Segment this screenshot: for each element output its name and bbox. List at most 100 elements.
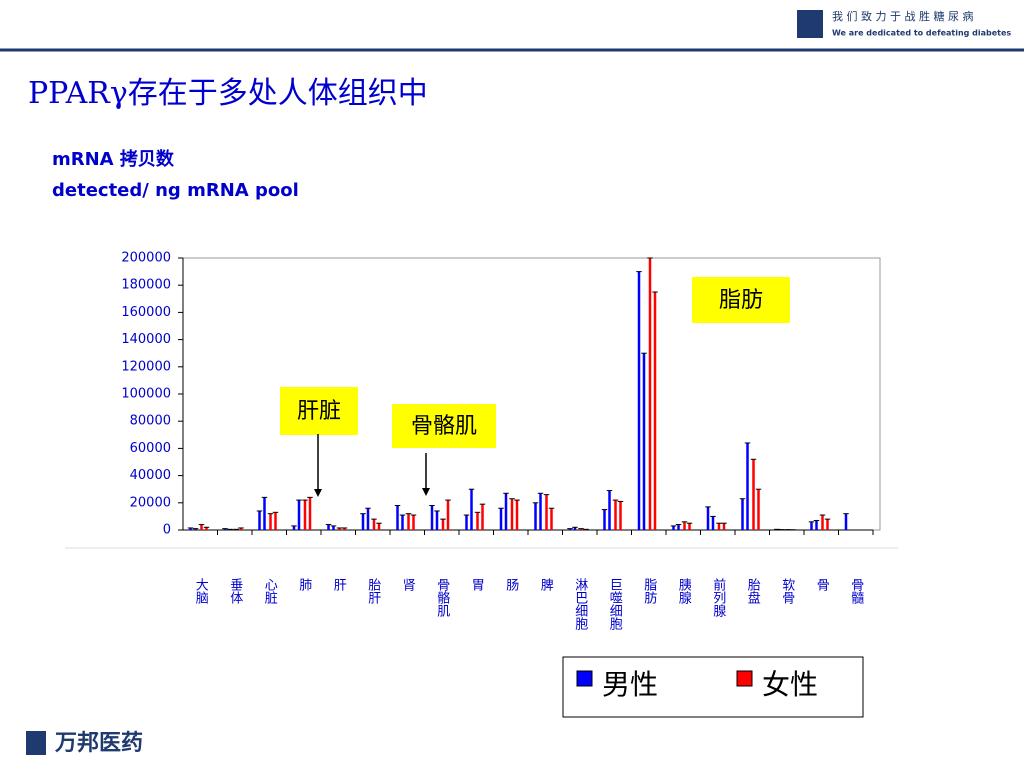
bar (683, 522, 686, 530)
bar (672, 526, 675, 530)
bar (746, 443, 749, 530)
bar (815, 520, 818, 530)
chart-title: PPARγ存在于多处人体组织中 (28, 76, 428, 111)
y-label: mRNA 拷贝数 (52, 148, 175, 170)
legend-swatch (577, 671, 592, 686)
y-tick-label: 140000 (121, 332, 171, 347)
bar (603, 510, 606, 530)
legend-swatch (737, 671, 752, 686)
x-tick-label: 肠 (503, 578, 519, 591)
bar (688, 523, 691, 530)
bar (407, 514, 410, 530)
bar (465, 515, 468, 530)
bar (608, 491, 611, 530)
bar (436, 511, 439, 530)
x-tick-label: 胎肝 (365, 578, 381, 605)
bar (752, 459, 755, 530)
bar (269, 514, 272, 530)
slogan: 我 们 致 力 于 战 胜 糖 尿 病 (832, 9, 973, 23)
bar (810, 522, 813, 530)
y-tick-label: 60000 (130, 441, 171, 456)
y-tick-label: 120000 (121, 359, 171, 374)
x-tick-label: 大脑 (193, 578, 209, 605)
bar (293, 526, 296, 530)
bar (654, 292, 657, 530)
footer-logo (26, 731, 46, 755)
slogan-en: We are dedicated to defeating diabetes (832, 29, 1011, 38)
bar (304, 500, 307, 530)
bar (200, 525, 203, 530)
bar (534, 503, 537, 530)
bar (707, 507, 710, 530)
legend-label: 男性 (602, 668, 658, 701)
bar (327, 525, 330, 530)
bar (431, 506, 434, 530)
y-tick-label: 0 (163, 523, 171, 538)
y-tick-label: 200000 (121, 251, 171, 266)
bar (511, 499, 514, 530)
bar (638, 272, 641, 530)
x-tick-label: 心脏 (262, 578, 278, 605)
y-label: detected/ ng mRNA pool (52, 180, 299, 201)
y-tick-label: 20000 (130, 495, 171, 510)
bar (718, 523, 721, 530)
legend-label: 女性 (762, 668, 818, 701)
bar (412, 515, 415, 530)
bar (367, 508, 370, 530)
y-tick-label: 40000 (130, 468, 171, 483)
x-tick-label: 骨 (814, 578, 829, 591)
x-tick-label: 肺 (296, 578, 312, 591)
x-tick-label: 胃 (469, 578, 484, 591)
bar (845, 514, 848, 530)
bar (476, 512, 479, 530)
bar (539, 493, 542, 530)
bar (362, 514, 365, 530)
x-tick-label: 肾 (400, 578, 415, 591)
bar (619, 501, 622, 530)
x-tick-label: 肝 (331, 578, 347, 592)
bar (481, 504, 484, 530)
x-tick-label: 脾 (538, 578, 554, 591)
bar (614, 500, 617, 530)
x-tick-label: 胰腺 (676, 578, 692, 604)
bar (378, 523, 381, 530)
y-tick-label: 100000 (121, 387, 171, 402)
bar (516, 500, 519, 530)
bar (712, 516, 715, 530)
bar (723, 523, 726, 530)
bar (442, 519, 445, 530)
x-tick-label: 软骨 (779, 578, 795, 604)
bar (258, 511, 261, 530)
bar (757, 489, 760, 530)
bar (396, 506, 399, 530)
bar (274, 512, 277, 530)
bar (309, 497, 312, 530)
bar (401, 515, 404, 530)
bar (545, 495, 548, 530)
bar (332, 526, 335, 530)
bar (741, 499, 744, 530)
annotation: 骨骼肌 (411, 414, 477, 439)
logo-icon (797, 10, 823, 38)
bar (649, 258, 652, 530)
x-tick-label: 前列腺 (710, 577, 726, 617)
bar (447, 500, 450, 530)
x-tick-label: 骨髓 (848, 578, 864, 605)
x-tick-label: 垂体 (227, 578, 243, 604)
bar (505, 493, 508, 530)
bar (821, 515, 824, 530)
bar (677, 525, 680, 530)
x-tick-label: 脂肪 (641, 578, 657, 604)
x-tick-label: 骨骼肌 (434, 578, 450, 618)
footer-company: 万邦医药 (54, 731, 143, 756)
x-tick-label: 巨噬细胞 (607, 578, 623, 630)
bar (298, 500, 301, 530)
y-tick-label: 80000 (130, 414, 171, 429)
bar (470, 489, 473, 530)
bar (826, 519, 829, 530)
bar (263, 497, 266, 530)
x-tick-label: 胎盘 (745, 578, 761, 604)
bar (643, 353, 646, 530)
x-tick-label: 淋巴细胞 (572, 578, 588, 630)
